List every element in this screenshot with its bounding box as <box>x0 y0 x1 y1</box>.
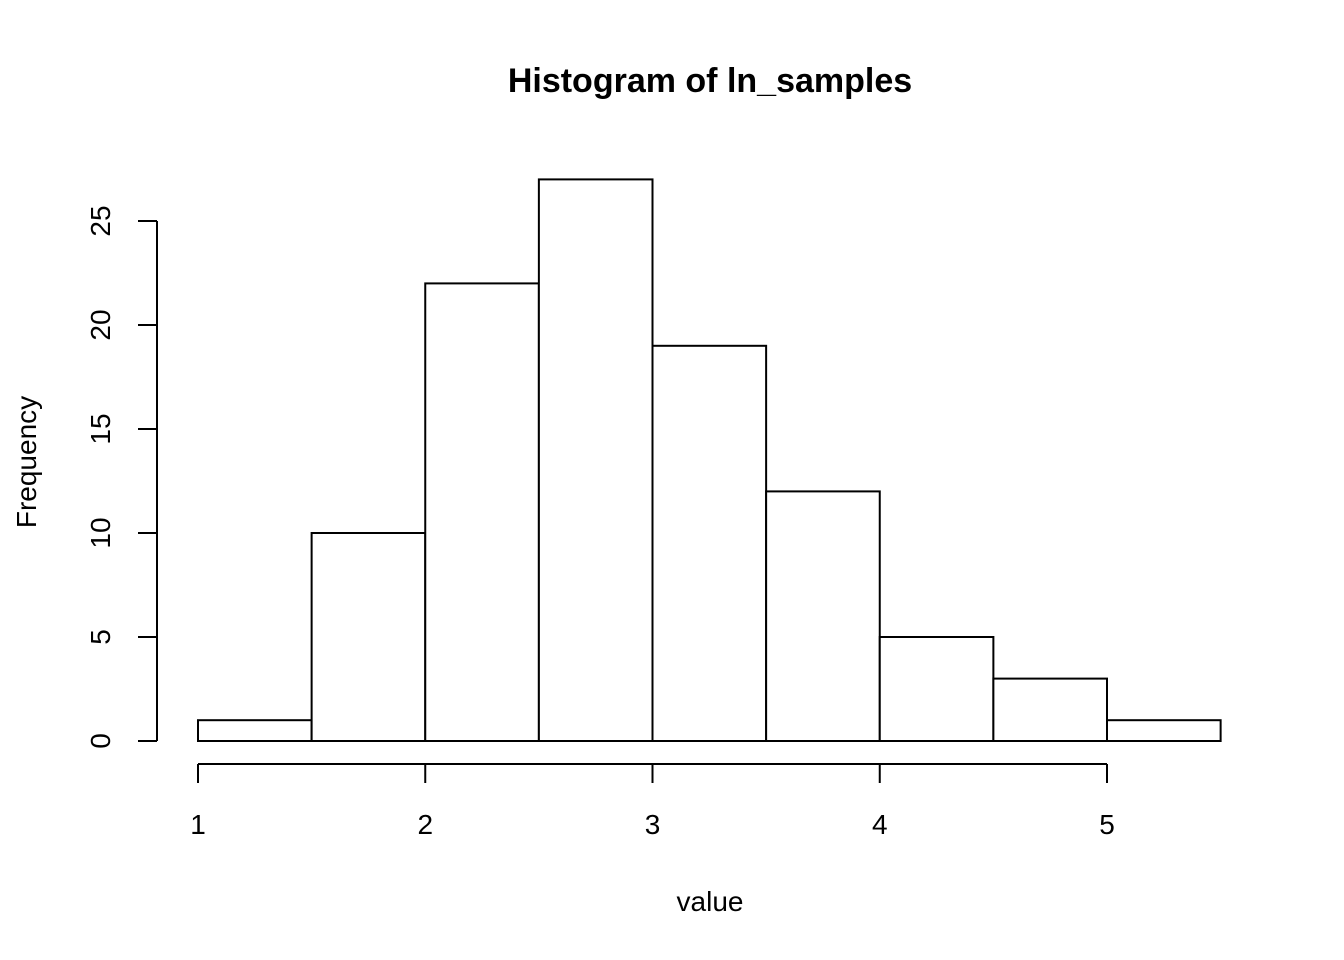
y-axis: 0 5 10 15 20 25 <box>85 205 158 749</box>
x-tick-label: 2 <box>417 809 433 840</box>
histogram-bar <box>197 719 313 743</box>
x-tick-label: 3 <box>645 809 661 840</box>
histogram-bar <box>310 532 427 742</box>
x-tick-label: 5 <box>1099 809 1115 840</box>
x-axis-label: value <box>677 886 744 917</box>
histogram-bars <box>197 178 1222 743</box>
y-tick-label: 0 <box>85 733 116 749</box>
histogram-bar <box>651 344 768 742</box>
histogram-bar <box>878 636 995 742</box>
histogram-bar <box>424 282 540 742</box>
y-tick-label: 10 <box>85 517 116 548</box>
y-axis-label: Frequency <box>11 396 42 528</box>
x-axis: 1 2 3 4 5 <box>190 763 1115 840</box>
y-tick-label: 25 <box>85 205 116 236</box>
x-tick-label: 4 <box>872 809 888 840</box>
histogram-bar <box>992 677 1108 742</box>
y-tick-label: 20 <box>85 309 116 340</box>
histogram-bar <box>1106 719 1222 743</box>
chart-title: Histogram of ln_samples <box>508 62 912 100</box>
histogram-bar <box>537 178 654 742</box>
x-tick-label: 1 <box>190 809 206 840</box>
y-tick-label: 15 <box>85 413 116 444</box>
y-tick-label: 5 <box>85 629 116 645</box>
histogram-bar <box>765 490 881 742</box>
